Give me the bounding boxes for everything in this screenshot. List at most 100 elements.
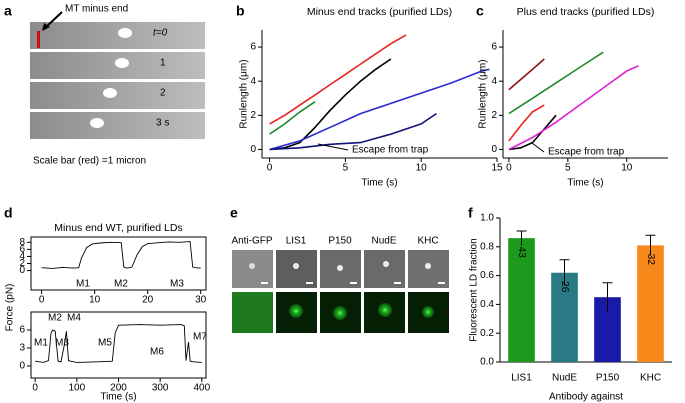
panel-label: e: [230, 205, 238, 221]
panel-label: f: [468, 205, 473, 221]
data-line: [508, 65, 639, 151]
x-tick-label: LIS1: [511, 373, 532, 384]
data-line: [269, 58, 392, 151]
x-tick-label: 15: [491, 163, 503, 174]
y-tick-label: 0: [491, 144, 497, 155]
frame-label: 1: [160, 58, 166, 69]
x-axis-label: Time (s): [361, 178, 397, 189]
data-line: [269, 101, 316, 135]
data-line: [35, 324, 202, 363]
x-tick-label: 10: [89, 295, 101, 306]
x-tick-label: 100: [68, 383, 85, 394]
y-tick-label: 0: [19, 361, 25, 372]
count-label: 26: [559, 281, 570, 293]
y-tick-label: 3: [19, 343, 25, 354]
x-tick-label: 0: [506, 163, 512, 174]
x-tick-label: 5: [343, 163, 349, 174]
count-label: 43: [516, 247, 527, 259]
x-axis-label: Time (s): [100, 392, 136, 403]
panel-label: b: [236, 3, 245, 19]
annotation: M1: [76, 279, 90, 290]
annotation: M2: [114, 279, 128, 290]
frame-label: 2: [160, 88, 166, 99]
x-tick-label: 0: [267, 163, 273, 174]
annotation: M6: [150, 347, 164, 358]
y-tick-label: 4: [250, 76, 256, 87]
x-axis-label: Antibody against: [549, 392, 623, 403]
y-tick-label: 0.6: [480, 270, 494, 281]
image-panel-e: Anti-GFP LIS1 P150 NudE KHC: [231, 236, 449, 333]
brightfield-row: [232, 250, 449, 288]
y-axis-label: Runlength (μm): [478, 59, 489, 128]
annotation: Escape from trap: [352, 145, 429, 156]
frame: [30, 112, 205, 139]
panel-label: d: [4, 205, 13, 221]
count-label: 32: [645, 254, 656, 266]
x-tick-label: 0: [32, 383, 38, 394]
x-tick-label: 0: [39, 295, 45, 306]
image-panel-a: MT minus end t=0 1 2 3 s Scale bar (red)…: [30, 4, 205, 167]
y-tick-label: 4: [491, 76, 497, 87]
error-bar: [602, 282, 613, 312]
x-tick-label: KHC: [640, 373, 661, 384]
frame-label: t=0: [153, 28, 168, 39]
annotation: Escape from trap: [548, 147, 625, 158]
x-tick-label: 10: [621, 163, 633, 174]
y-tick-label: 6: [19, 325, 25, 336]
error-bar: [559, 259, 570, 286]
panel-label: c: [476, 3, 484, 19]
y-axis-label: Fluorescent LD fraction: [469, 238, 480, 341]
x-tick-label: 5: [565, 163, 571, 174]
data-line: [269, 112, 437, 151]
y-tick-label: 6: [250, 42, 256, 53]
droplet: [115, 58, 129, 68]
error-bar: [645, 234, 656, 256]
y-tick-label: 0: [19, 265, 25, 276]
annotation: M5: [98, 338, 112, 349]
frame-label: 3 s: [156, 118, 169, 129]
data-line: [508, 51, 604, 115]
y-tick-label: 0: [250, 144, 256, 155]
y-tick-label: 4: [19, 251, 25, 262]
x-axis-label: Time (s): [567, 178, 603, 189]
caption: Scale bar (red) =1 micron: [33, 156, 146, 167]
scale-bar: [37, 31, 40, 48]
y-tick-label: 2: [250, 110, 256, 121]
frame: [30, 82, 205, 109]
droplet: [103, 88, 117, 98]
data-line: [508, 104, 545, 142]
image-label: KHC: [417, 236, 438, 247]
y-axis-label: Runlength (μm): [239, 59, 250, 128]
error-bar: [516, 230, 527, 246]
y-tick-label: 0.8: [480, 241, 494, 252]
x-tick-label: 20: [142, 295, 154, 306]
data-line: [269, 34, 407, 125]
data-line: [41, 241, 201, 269]
y-axis-label: Force (pN): [5, 284, 16, 332]
x-tick-label: 300: [152, 383, 169, 394]
arrowhead: [42, 23, 50, 31]
y-tick-label: 6: [19, 244, 25, 255]
fluorescence-row: [232, 292, 449, 333]
image-label: P150: [328, 236, 352, 247]
panel-label: a: [4, 3, 12, 19]
data-line: [269, 68, 490, 151]
data-line: [508, 114, 557, 151]
image-label: Anti-GFP: [231, 236, 272, 247]
arrow: [44, 11, 63, 29]
y-tick-label: 0.0: [480, 357, 494, 368]
chart-title: Plus end tracks (purified LDs): [517, 6, 655, 18]
callout: MT minus end: [65, 4, 128, 15]
annotation: M2: [48, 313, 62, 324]
annotation: M4: [67, 313, 81, 324]
x-tick-label: 400: [193, 383, 210, 394]
annotation: M7: [193, 332, 207, 343]
y-tick-label: 8: [19, 237, 25, 248]
annotation-arrow: [317, 143, 349, 151]
chart-title: Minus end tracks (purified LDs): [307, 6, 452, 18]
image-label: NudE: [371, 236, 396, 247]
annotation: M3: [55, 338, 69, 349]
image-label: LIS1: [286, 236, 307, 247]
